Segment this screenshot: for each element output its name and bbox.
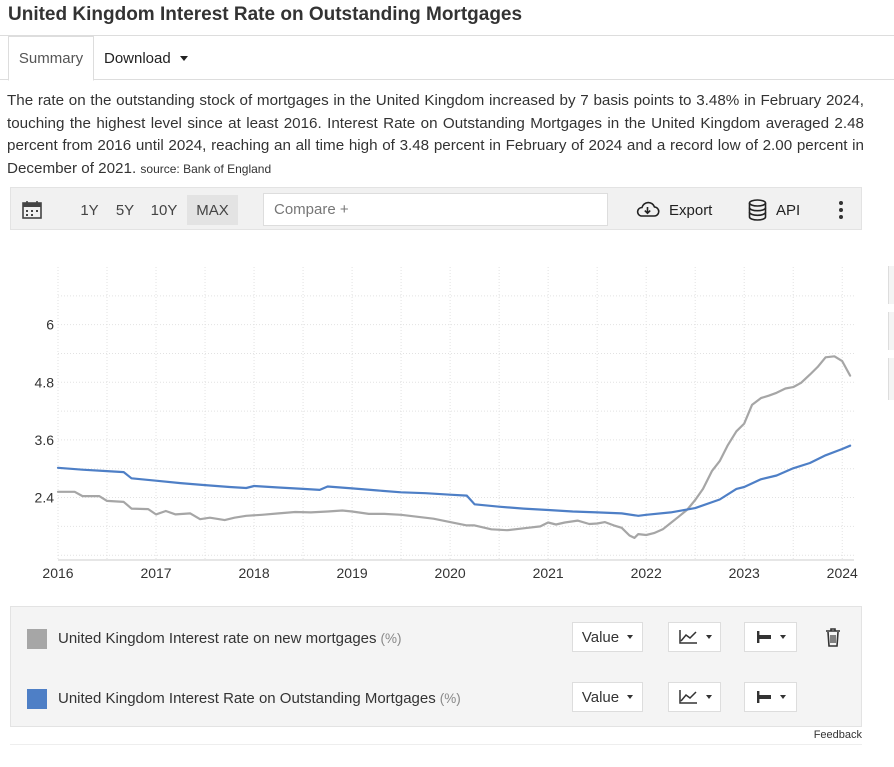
x-tick-label: 2022 [631,565,662,581]
legend-series-unit: (%) [380,631,402,646]
legend-series-name: United Kingdom Interest Rate on Outstand… [58,690,436,707]
value-dropdown-label: Value [581,628,620,646]
y-tick-label: 4.8 [35,374,55,390]
caret-down-icon [705,635,712,639]
compare-input[interactable]: Compare + [263,193,608,226]
value-dropdown-label: Value [581,688,620,706]
title-divider [0,35,894,36]
caret-down-icon [179,56,188,61]
chart-type-dropdown[interactable] [668,622,721,652]
cloud-download-icon [636,201,660,217]
series-line-new-mortgages [56,355,852,539]
line-chart-icon [678,630,697,644]
bottom-divider [10,744,862,745]
chart-toolbar: 1Y 5Y 10Y MAX Compare + Export API [10,187,862,230]
caret-down-icon [627,695,634,699]
api-button[interactable]: API [748,195,800,225]
range-10y-button[interactable]: 10Y [150,201,178,219]
x-tick-label: 2017 [140,565,171,581]
caret-down-icon [779,635,786,639]
side-panel-edge [888,312,894,350]
side-panel-edge [888,358,894,400]
export-label: Export [669,201,713,219]
caret-down-icon [705,695,712,699]
trash-icon[interactable] [825,627,841,647]
line-chart: 2.4 3.6 4.8 6 2016 2017 2018 2019 2020 2021 2022 20… [35,267,858,581]
legend-row-outstanding-mortgages: United Kingdom Interest Rate on Outstand… [11,669,861,729]
series-style-dropdown[interactable] [744,622,797,652]
chart-area: 2.4 3.6 4.8 6 2016 2017 2018 2019 2020 2021 2022 20… [10,231,862,606]
y-tick-label: 6 [46,317,54,333]
series-color-swatch [27,629,47,649]
tab-summary[interactable]: Summary [8,36,94,81]
range-5y-button[interactable]: 5Y [115,201,135,219]
export-button[interactable]: Export [635,195,712,225]
legend-series-label: United Kingdom Interest rate on new mort… [58,630,402,647]
legend-panel: United Kingdom Interest rate on new mort… [10,606,862,727]
y-tick-label: 2.4 [35,490,55,506]
caret-down-icon [779,695,786,699]
x-tick-label: 2018 [238,565,269,581]
tab-download[interactable]: Download [104,36,188,80]
api-label: API [776,201,801,219]
description-text: The rate on the outstanding stock of mor… [7,92,864,177]
range-1y-button[interactable]: 1Y [80,201,99,219]
database-icon [748,199,767,221]
series-color-swatch [27,689,47,709]
side-panel-edge [888,266,894,304]
feedback-link[interactable]: Feedback [813,729,862,741]
legend-series-name: United Kingdom Interest rate on new mort… [58,630,377,647]
bar-style-icon [756,631,771,643]
x-tick-label: 2019 [337,565,368,581]
source-note: source: Bank of England [140,161,272,176]
range-max-button[interactable]: MAX [187,195,238,225]
y-tick-label: 3.6 [35,432,55,448]
caret-down-icon [627,635,634,639]
calendar-icon[interactable] [22,200,42,219]
page-title: United Kingdom Interest Rate on Outstand… [8,4,523,25]
x-tick-label: 2024 [827,565,858,581]
x-tick-label: 2021 [533,565,564,581]
line-chart-icon [678,690,697,704]
value-dropdown[interactable]: Value [572,682,643,712]
legend-series-unit: (%) [439,691,461,706]
x-tick-label: 2020 [435,565,466,581]
tab-download-label: Download [104,49,171,67]
x-tick-label: 2023 [729,565,760,581]
legend-series-label: United Kingdom Interest Rate on Outstand… [58,690,461,707]
x-tick-label: 2016 [42,565,73,581]
tab-bar: Summary Download [0,36,894,81]
legend-row-new-mortgages: United Kingdom Interest rate on new mort… [11,609,861,669]
chart-type-dropdown[interactable] [668,682,721,712]
vertical-ellipsis-icon[interactable] [833,198,849,222]
description-paragraph: The rate on the outstanding stock of mor… [7,90,864,180]
bar-style-icon [756,691,771,703]
series-line-outstanding-mortgages [56,444,852,517]
series-style-dropdown[interactable] [744,682,797,712]
value-dropdown[interactable]: Value [572,622,643,652]
